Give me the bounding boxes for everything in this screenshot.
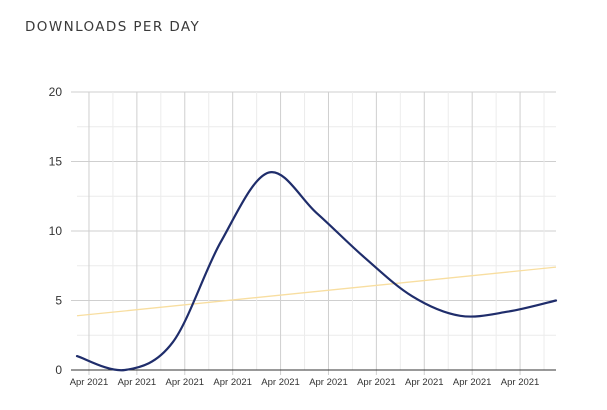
- x-tick-label: Apr 2021: [118, 377, 157, 388]
- x-tick-label: Apr 2021: [405, 377, 444, 388]
- x-tick-label: Apr 2021: [501, 377, 540, 388]
- y-tick-label: 15: [49, 155, 63, 169]
- trend-line: [76, 266, 557, 317]
- x-tick-label: Apr 2021: [261, 377, 300, 388]
- x-tick-label: Apr 2021: [213, 377, 252, 388]
- x-tick-label: Apr 2021: [357, 377, 396, 388]
- x-tick-label: Apr 2021: [165, 377, 204, 388]
- y-tick-label: 5: [55, 294, 62, 308]
- chart-title: DOWNLOADS PER DAY: [25, 19, 201, 35]
- y-tick-label: 10: [49, 224, 63, 238]
- x-tick-label: Apr 2021: [453, 377, 492, 388]
- x-tick-label: Apr 2021: [309, 377, 348, 388]
- y-tick-label: 0: [55, 363, 62, 377]
- x-tick-label: Apr 2021: [70, 377, 109, 388]
- y-tick-label: 20: [49, 85, 63, 99]
- series-line-downloads: [75, 171, 558, 372]
